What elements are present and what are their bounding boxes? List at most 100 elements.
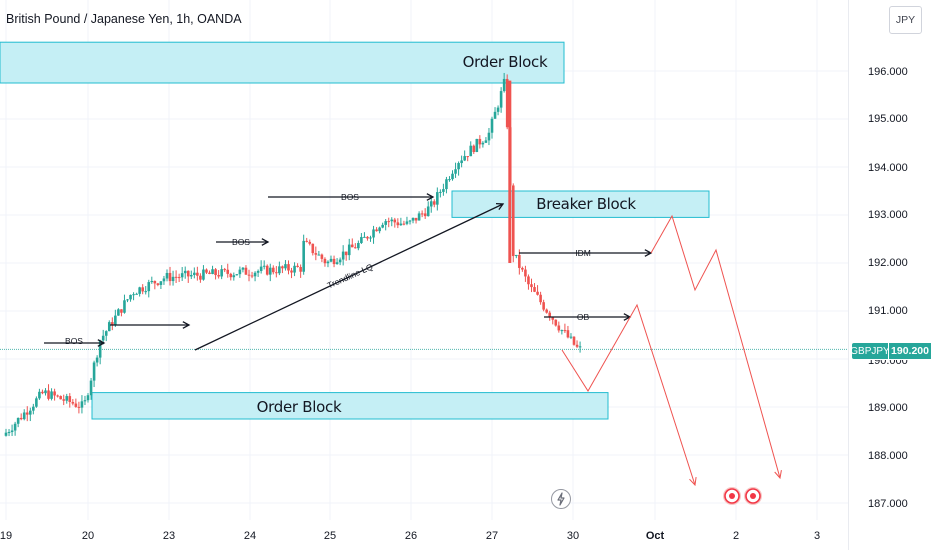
candle-body (308, 241, 312, 244)
candle-body (13, 423, 17, 431)
currency-selector[interactable]: JPY (889, 6, 922, 34)
candle-body (253, 272, 257, 277)
candle-body (129, 294, 132, 300)
candle-body (518, 254, 521, 268)
candle-body (575, 344, 579, 347)
candle-body (426, 206, 430, 217)
order-block-top-label: Order Block (462, 53, 548, 71)
candle-body (320, 254, 324, 259)
candle-body (29, 410, 32, 415)
candle-body (226, 269, 230, 274)
projection-path (561, 303, 696, 486)
candle-body (293, 265, 296, 273)
candle-body (186, 270, 190, 277)
candle-body (344, 251, 348, 256)
y-tick-label: 188.000 (868, 450, 908, 462)
candle-body (32, 406, 35, 411)
projection-path (650, 214, 781, 479)
candle-body (171, 276, 175, 282)
economic-event-icon[interactable] (723, 487, 741, 505)
candle-body (150, 280, 154, 283)
candle-body (341, 251, 345, 260)
price-axis-border (848, 0, 849, 550)
candle-body (411, 217, 415, 221)
bos-label: BOS (232, 237, 250, 247)
candle-body (232, 275, 236, 278)
candle-body (578, 346, 582, 348)
candle-body (183, 270, 187, 274)
candle-body (132, 294, 135, 296)
candle-body (284, 264, 287, 269)
candle-body (220, 269, 223, 277)
candle-body (402, 223, 406, 225)
candle-body (4, 432, 8, 436)
candle-body (92, 362, 96, 381)
candle-body (432, 201, 436, 205)
candle-body (502, 78, 506, 92)
candle-body (180, 273, 184, 278)
candle-body (405, 221, 409, 224)
candle-body (141, 287, 144, 292)
x-tick-label: 19 (0, 530, 13, 542)
candle-body (41, 391, 44, 394)
x-tick-label: 24 (243, 530, 257, 542)
candle-body (466, 156, 469, 158)
zones (0, 41, 710, 420)
zone-rect (91, 392, 609, 420)
candles (4, 72, 582, 437)
candle-body (533, 287, 536, 292)
candle-body (387, 221, 391, 223)
candle-body (193, 272, 196, 275)
candle-body (423, 213, 427, 217)
candle-body (135, 293, 138, 295)
candle-body (165, 272, 169, 279)
candle-body (153, 280, 157, 284)
candle-body (475, 138, 479, 152)
candle-body (335, 262, 339, 265)
candle-body (19, 417, 23, 420)
candle-body (199, 275, 202, 280)
candle-body (569, 336, 573, 338)
candle-body (481, 142, 485, 145)
y-tick-label: 195.000 (868, 113, 908, 125)
bos-label: BOS (65, 336, 83, 346)
candle-body (290, 270, 293, 273)
candle-body (454, 169, 457, 174)
candle-body (472, 145, 476, 152)
y-tick-label: 196.000 (868, 66, 908, 78)
candle-body (10, 430, 14, 433)
candle-body (71, 402, 75, 404)
x-tick-label: 26 (404, 530, 418, 542)
x-tick-label: Oct (645, 530, 665, 542)
candle-body (38, 391, 41, 399)
candle-body (557, 325, 561, 331)
candle-body (469, 145, 473, 157)
candle-body (487, 132, 491, 141)
candle-body (98, 340, 102, 358)
trendline-head (495, 202, 505, 211)
x-tick-label: 30 (566, 530, 580, 542)
bos-arrow-head (261, 238, 270, 246)
candle-body (326, 261, 330, 264)
candle-body (566, 330, 570, 338)
candle-body (299, 266, 302, 272)
candle-body (390, 219, 394, 222)
candle-body (511, 185, 515, 257)
candle-body (329, 258, 333, 262)
candle-body (95, 357, 99, 363)
candle-body (515, 254, 518, 257)
candle-body (536, 291, 539, 295)
candle-body (126, 299, 129, 301)
economic-event-icon[interactable] (744, 487, 762, 505)
candle-body (572, 336, 576, 345)
candle-body (451, 173, 454, 180)
candle-body (272, 267, 275, 273)
candle-body (196, 272, 199, 276)
candle-body (508, 80, 512, 263)
lightning-icon[interactable] (551, 489, 571, 509)
candle-body (120, 309, 123, 313)
candle-body (439, 191, 442, 193)
candle-body (478, 138, 482, 145)
projection-lines (561, 214, 782, 487)
